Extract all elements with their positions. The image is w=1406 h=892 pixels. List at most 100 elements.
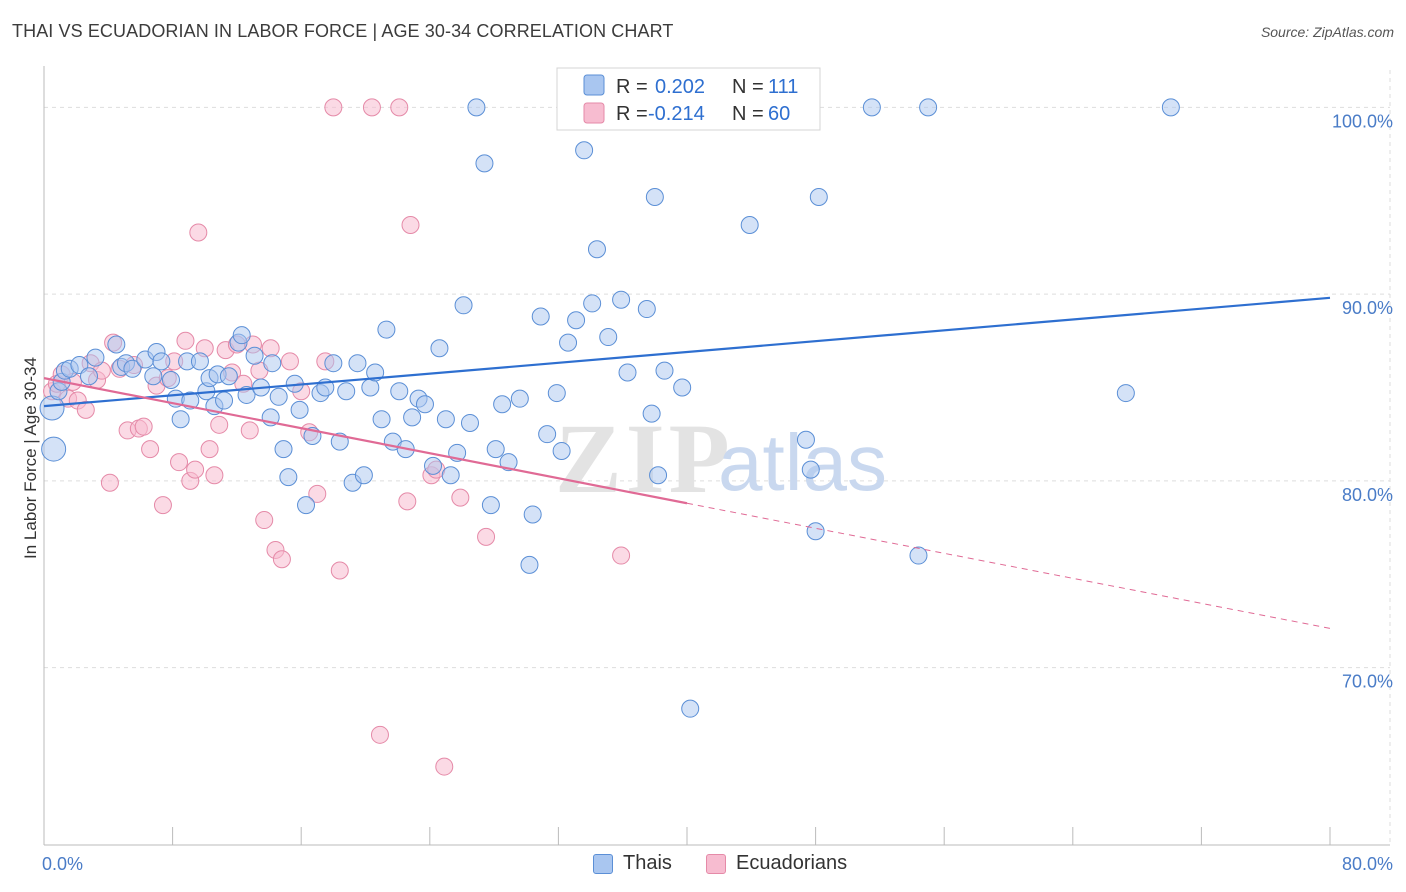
series-legend: Thais Ecuadorians (0, 852, 1406, 878)
thais-point-99 (801, 460, 820, 479)
thais-point-51 (361, 378, 380, 397)
ecuadorians-point-52 (398, 492, 417, 511)
thais-point-22 (190, 352, 209, 371)
legend-label-ecuadorians: Ecuadorians (736, 852, 848, 874)
ecuadorians-trend-line-extension (686, 502, 1331, 629)
stats-legend-r-value-thais: 0.202 (655, 76, 705, 98)
thais-point-30 (232, 326, 251, 345)
thais-point-79 (547, 384, 566, 403)
ecuadorians-trend-line (43, 377, 688, 505)
x-tick-labels: 0.0% 80.0% (42, 854, 1393, 874)
thais-point-14 (144, 367, 163, 386)
legend-swatch-thais (593, 853, 613, 874)
thais-point-32 (245, 346, 264, 365)
watermark-zip: ZIP (555, 403, 734, 514)
thais-point-90 (642, 404, 661, 423)
thais-point-92 (649, 466, 668, 485)
stats-legend-n-value-ecuadorians: 60 (768, 103, 790, 125)
thais-point-27 (215, 391, 234, 410)
stats-legend-n-label-thais: N = (732, 76, 764, 98)
thais-point-73 (499, 453, 518, 472)
thais-point-53 (372, 410, 391, 429)
thais-point-63 (436, 410, 455, 429)
thais-point-17 (161, 371, 180, 389)
thais-point-9 (107, 335, 126, 354)
thais-point-47 (337, 382, 356, 401)
thais-point-81 (559, 333, 578, 352)
thais-point-104 (919, 98, 938, 117)
ecuadorians-point-42 (280, 352, 299, 371)
stats-legend-n-value-thais: 111 (768, 76, 798, 98)
legend-item-ecuadorians[interactable]: Ecuadorians (706, 852, 847, 875)
thais-point-106 (1116, 384, 1135, 403)
ecuadorians-point-22 (170, 453, 189, 472)
thais-point-45 (324, 354, 343, 373)
ecuadorians-point-41 (272, 550, 291, 569)
thais-point-94 (673, 378, 692, 397)
x-tick-label-0: 0.0% (42, 854, 83, 874)
thais-trend-line (43, 296, 1331, 408)
thais-point-93 (655, 361, 674, 380)
legend-item-thais[interactable]: Thais (593, 852, 672, 875)
thais-point-105 (1161, 98, 1180, 117)
ecuadorians-point-19 (153, 496, 172, 515)
stats-legend-swatch-thais (583, 74, 605, 96)
thais-point-12 (123, 359, 142, 378)
ecuadorians-point-39 (261, 339, 280, 358)
ecuadorians-point-57 (451, 488, 470, 507)
ecuadorians-point-49 (362, 98, 381, 117)
legend-label-thais: Thais (623, 852, 672, 874)
thais-point-41 (297, 496, 316, 515)
stats-legend-n-label-ecuadorians: N = (732, 103, 764, 125)
thais-point-68 (467, 98, 486, 117)
legend-swatch-ecuadorians (706, 853, 726, 874)
y-tick-label-3: 100.0% (1332, 111, 1393, 131)
thais-point-85 (587, 240, 606, 259)
thais-point-87 (612, 290, 631, 309)
watermark: ZIP atlas (555, 403, 887, 514)
thais-point-84 (583, 294, 602, 313)
thais-point-75 (520, 555, 539, 574)
ecuadorians-point-38 (255, 511, 274, 530)
ecuadorians-point-47 (324, 98, 343, 117)
y-tick-labels: 70.0% 80.0% 90.0% 100.0% (1332, 111, 1393, 691)
thais-point-102 (862, 98, 881, 117)
thais-point-50 (354, 466, 373, 485)
thais-point-64 (441, 466, 460, 485)
thais-point-36 (269, 387, 288, 406)
thais-point-49 (348, 354, 367, 373)
thais-point-70 (481, 496, 500, 515)
y-axis-label: In Labor Force | Age 30-34 (21, 357, 40, 559)
gridlines (44, 70, 1391, 845)
ecuadorians-point-56 (435, 757, 454, 776)
ecuadorians-point-35 (240, 421, 259, 440)
ecuadorians-point-45 (308, 484, 327, 503)
thais-point-71 (486, 440, 505, 459)
ecuadorians-point-28 (200, 440, 219, 459)
stats-legend-swatch-ecuadorians (583, 102, 605, 124)
ecuadorians-point-26 (189, 223, 208, 242)
stats-legend-r-value-ecuadorians: -0.214 (648, 103, 705, 125)
thais-point-101 (809, 187, 828, 206)
stats-legend-r-label-ecuadorians: R = (616, 103, 648, 125)
y-tick-label-2: 90.0% (1342, 298, 1393, 318)
chart-title: THAI VS ECUADORIAN IN LABOR FORCE | AGE … (12, 21, 674, 41)
thais-point-56 (390, 382, 409, 401)
thais-point-80 (552, 441, 571, 460)
thais-point-62 (430, 339, 449, 358)
ecuadorians-point-10 (100, 473, 119, 492)
thais-point-91 (645, 187, 664, 206)
ecuadorians-point-50 (370, 725, 389, 744)
stats-legend: R = 0.202 N = 111 R = -0.214 N = 60 (556, 67, 821, 131)
ecuadorians-point-48 (330, 561, 349, 580)
watermark-atlas: atlas (718, 418, 887, 507)
ecuadorians-point-51 (390, 98, 409, 117)
trend-lines (43, 296, 1331, 629)
thais-point-16 (152, 352, 171, 371)
ecuadorians-point-58 (477, 527, 496, 546)
ecuadorians-point-53 (401, 216, 420, 234)
x-tick-label-1: 80.0% (1342, 854, 1393, 874)
thais-point-82 (567, 311, 586, 330)
thais-point-89 (637, 300, 656, 319)
